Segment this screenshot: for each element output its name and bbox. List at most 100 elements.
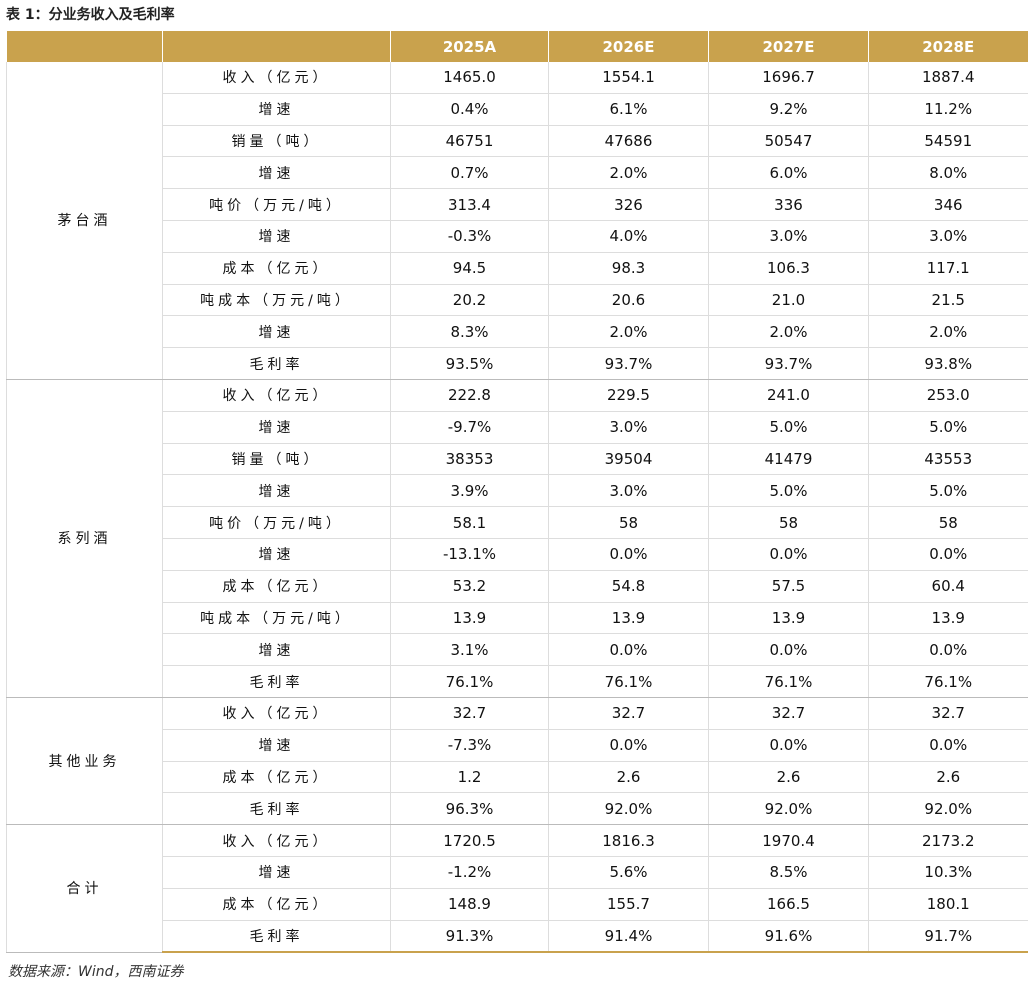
cell: 148.9	[390, 888, 549, 921]
cell: 93.8%	[868, 347, 1028, 380]
row-label: 毛利率	[162, 792, 391, 826]
row-label: 销量（吨）	[162, 443, 391, 476]
table-row: 成本（亿元） 148.9 155.7 166.5 180.1	[7, 888, 1028, 921]
cell: 32.7	[390, 697, 549, 730]
row-label: 吨价（万元/吨）	[162, 506, 391, 539]
row-label: 吨成本（万元/吨）	[162, 602, 391, 635]
cell: 326	[548, 188, 709, 221]
table-row: 成本（亿元） 1.2 2.6 2.6 2.6	[7, 761, 1028, 794]
cell: 0.0%	[548, 538, 709, 571]
table-row: 毛利率 76.1% 76.1% 76.1% 76.1%	[7, 665, 1028, 698]
cell: 5.6%	[548, 856, 709, 889]
cell: 166.5	[708, 888, 869, 921]
cell: 96.3%	[390, 792, 549, 826]
cell: -1.2%	[390, 856, 549, 889]
cell: 2.0%	[548, 156, 709, 190]
cell: 38353	[390, 443, 549, 476]
cell: 2.0%	[708, 315, 869, 349]
cell: 5.0%	[868, 474, 1028, 508]
column-header: 2027E	[708, 31, 869, 62]
table-row: 毛利率 91.3% 91.4% 91.6% 91.7%	[7, 920, 1028, 954]
cell: 1887.4	[868, 62, 1028, 94]
cell: 60.4	[868, 570, 1028, 603]
cell: 3.0%	[548, 411, 709, 444]
table-row: 毛利率 96.3% 92.0% 92.0% 92.0%	[7, 792, 1028, 826]
cell: 32.7	[708, 697, 869, 730]
cell: 57.5	[708, 570, 869, 603]
cell: 13.9	[708, 602, 869, 635]
cell: 117.1	[868, 252, 1028, 285]
cell: 46751	[390, 125, 549, 158]
group-label: 合计	[6, 824, 163, 953]
cell: 58.1	[390, 506, 549, 539]
cell: 98.3	[548, 252, 709, 285]
cell: 3.0%	[708, 220, 869, 253]
table-row: 吨成本（万元/吨） 20.2 20.6 21.0 21.5	[7, 284, 1028, 317]
cell: 1720.5	[390, 824, 549, 857]
cell: -13.1%	[390, 538, 549, 571]
row-label: 增速	[162, 93, 391, 126]
cell: -7.3%	[390, 729, 549, 762]
row-label: 成本（亿元）	[162, 252, 391, 285]
cell: 1.2	[390, 761, 549, 794]
cell: 50547	[708, 125, 869, 158]
cell: 346	[868, 188, 1028, 221]
row-label: 增速	[162, 156, 391, 190]
cell: 47686	[548, 125, 709, 158]
cell: 10.3%	[868, 856, 1028, 889]
cell: 13.9	[390, 602, 549, 635]
row-label: 增速	[162, 220, 391, 253]
cell: 0.4%	[390, 93, 549, 126]
cell: -0.3%	[390, 220, 549, 253]
row-label: 销量（吨）	[162, 125, 391, 158]
cell: 2.0%	[548, 315, 709, 349]
source-note: 数据来源：Wind，西南证券	[8, 964, 184, 980]
cell: 91.6%	[708, 920, 869, 954]
cell: 5.0%	[708, 411, 869, 444]
table-row: 吨价（万元/吨） 313.4 326 336 346	[7, 188, 1028, 221]
cell: 53.2	[390, 570, 549, 603]
group-label: 其他业务	[6, 697, 163, 826]
cell: 32.7	[548, 697, 709, 730]
cell: 58	[708, 506, 869, 539]
cell: 8.5%	[708, 856, 869, 889]
table-row: 系列酒 收入（亿元） 222.8 229.5 241.0 253.0	[6, 379, 1028, 698]
cell: 76.1%	[868, 665, 1028, 698]
cell: 5.0%	[868, 411, 1028, 444]
cell: 93.7%	[708, 347, 869, 380]
cell: 76.1%	[708, 665, 869, 698]
cell: 8.3%	[390, 315, 549, 349]
column-header: 2028E	[868, 31, 1028, 62]
cell: 54591	[868, 125, 1028, 158]
cell: -9.7%	[390, 411, 549, 444]
cell: 3.0%	[868, 220, 1028, 253]
cell: 106.3	[708, 252, 869, 285]
cell: 20.6	[548, 284, 709, 317]
table-row: 增速 -1.2% 5.6% 8.5% 10.3%	[7, 856, 1028, 889]
cell: 92.0%	[868, 792, 1028, 826]
cell: 41479	[708, 443, 869, 476]
table-row: 增速 0.4% 6.1% 9.2% 11.2%	[7, 93, 1028, 126]
cell: 4.0%	[548, 220, 709, 253]
cell: 11.2%	[868, 93, 1028, 126]
table-row: 吨价（万元/吨） 58.1 58 58 58	[7, 506, 1028, 539]
table-row: 其他业务 收入（亿元） 32.7 32.7 32.7 32.7	[6, 697, 1028, 826]
table-row: 吨成本（万元/吨） 13.9 13.9 13.9 13.9	[7, 602, 1028, 635]
row-label: 收入（亿元）	[162, 824, 391, 857]
cell: 20.2	[390, 284, 549, 317]
cell: 2.6	[708, 761, 869, 794]
cell: 1696.7	[708, 62, 869, 94]
row-label: 收入（亿元）	[162, 697, 391, 730]
cell: 58	[548, 506, 709, 539]
header-blank	[6, 31, 163, 62]
cell: 21.5	[868, 284, 1028, 317]
cell: 155.7	[548, 888, 709, 921]
row-label: 增速	[162, 474, 391, 508]
cell: 336	[708, 188, 869, 221]
cell: 0.0%	[868, 633, 1028, 667]
header-blank	[162, 31, 391, 62]
header-row: 2025A 2026E 2027E 2028E	[6, 31, 1028, 62]
cell: 39504	[548, 443, 709, 476]
column-header: 2026E	[548, 31, 709, 62]
